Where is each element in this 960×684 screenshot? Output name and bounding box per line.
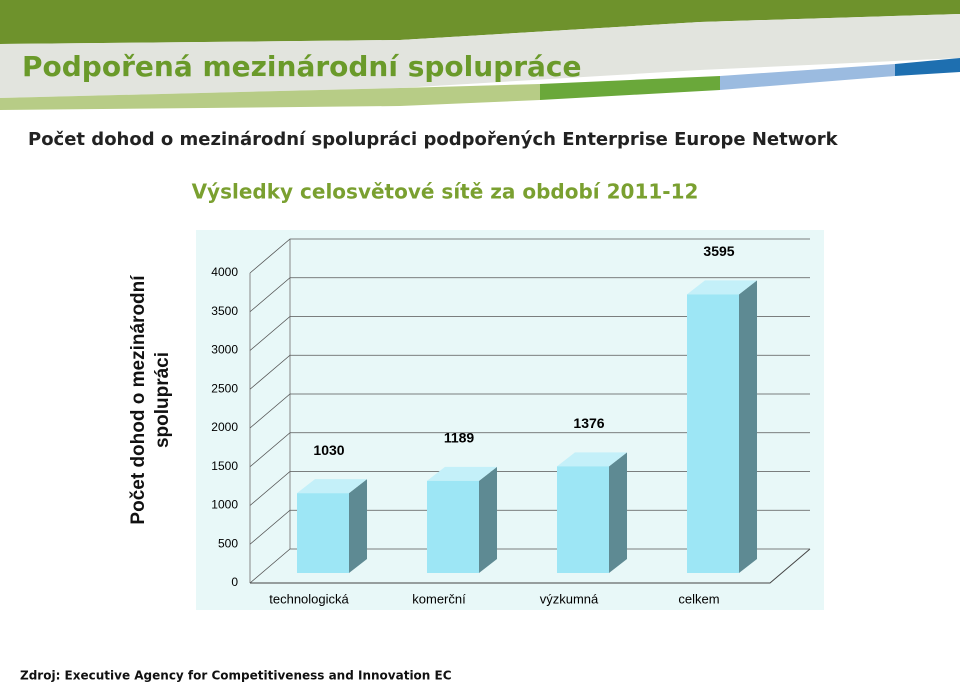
y-tick-label: 2000 [211, 420, 238, 434]
chart-title: Výsledky celosvětové sítě za období 2011… [192, 180, 699, 204]
bar-top [557, 452, 627, 467]
grid-line [249, 393, 810, 429]
value-label: 1189 [444, 430, 475, 446]
grid-line [249, 238, 810, 274]
bar-side [479, 466, 497, 573]
bar-top [687, 280, 757, 295]
value-label: 1376 [573, 415, 604, 431]
x-tick-label: technologická [269, 591, 349, 606]
header-band [0, 0, 960, 44]
bar [427, 480, 479, 573]
source: Zdroj: Executive Agency for Competitiven… [20, 669, 452, 683]
header-stripe [720, 64, 895, 90]
grid-line [249, 432, 810, 468]
grid-line [249, 354, 810, 390]
value-label: 1030 [313, 442, 344, 458]
bar-side [739, 280, 757, 573]
bar [557, 466, 609, 573]
x-tick-label: celkem [678, 591, 719, 606]
grid-line [249, 316, 810, 351]
x-tick-label: komerční [412, 591, 466, 606]
y-tick-label: 0 [231, 575, 238, 589]
bar [297, 493, 349, 573]
y-tick-label: 1500 [211, 459, 238, 473]
slide-title: Podpořená mezinárodní spolupráce [22, 50, 582, 83]
bar-side [609, 452, 627, 573]
value-label: 3595 [703, 243, 734, 259]
floor-line [250, 548, 811, 584]
header-stripe [895, 58, 960, 76]
bar-top [297, 479, 367, 494]
y-tick-label: 3000 [211, 343, 238, 357]
y-tick-label: 2500 [211, 381, 238, 395]
grid-line [249, 471, 810, 506]
y-tick-label: 4000 [211, 265, 238, 279]
x-tick-label: výzkumná [540, 591, 599, 606]
bar [687, 294, 739, 573]
y-tick-label: 500 [218, 536, 238, 550]
y-tick-label: 3500 [211, 304, 238, 318]
subtitle: Počet dohod o mezinárodní spolupráci pod… [28, 129, 839, 150]
bar-side [349, 479, 367, 573]
grid-line [249, 509, 810, 545]
y-axis-label: Počet dohod o mezinárodní spolupráci [128, 275, 173, 525]
header-stripe [540, 76, 720, 100]
bar-top [427, 466, 497, 481]
header-band-light [0, 14, 960, 98]
y-tick-label: 1000 [211, 498, 238, 512]
header-stripe [0, 84, 540, 110]
grid-line [249, 277, 810, 313]
grid-line [249, 548, 810, 584]
